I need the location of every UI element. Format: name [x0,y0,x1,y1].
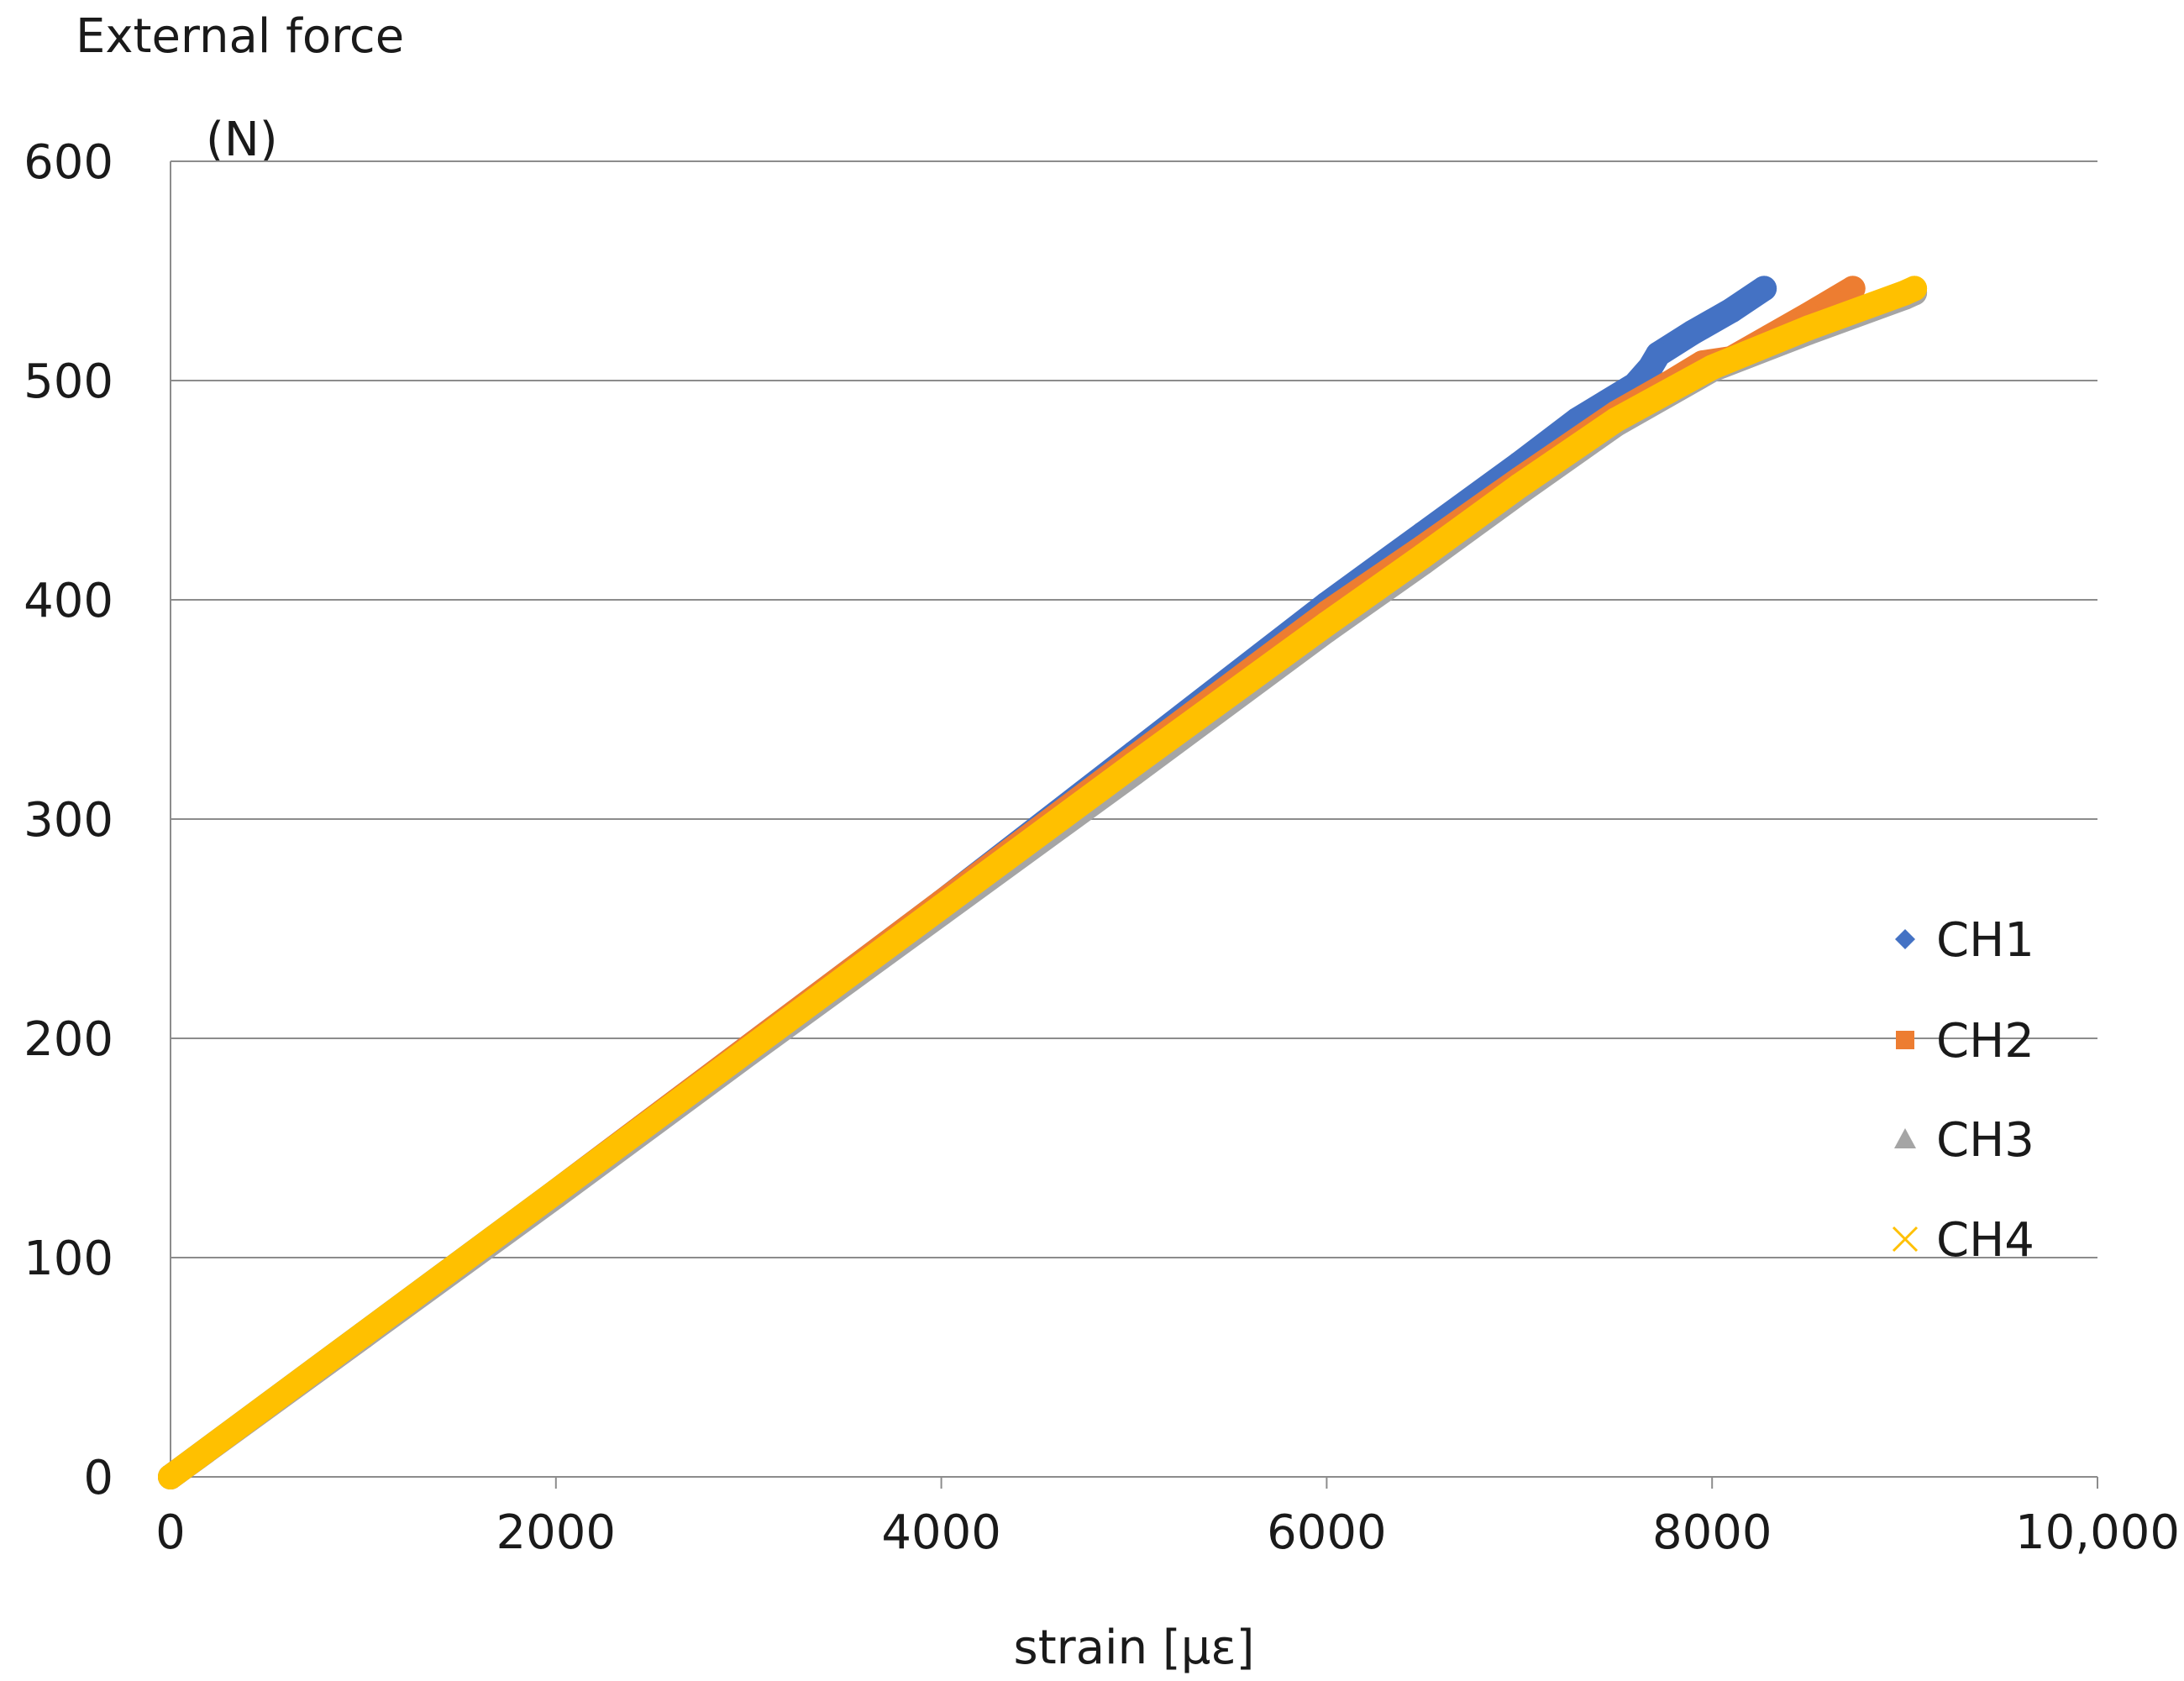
series-line-ch4 [158,276,1928,1489]
x-axis-title: strain [με] [1014,1621,1255,1675]
legend-label: CH4 [1936,1213,2034,1268]
data-point [1751,276,1777,302]
axes [170,161,2098,1489]
y-tick-label: 500 [24,355,113,409]
data-point [1506,473,1532,499]
legend-item-ch2: CH2 [1896,1014,2034,1069]
legend-item-ch4: CH4 [1892,1213,2034,1268]
x-axis-tick-labels: 0 2000 4000 6000 8000 10,000 [155,1505,2180,1560]
data-point [1719,297,1745,323]
y-tick-label: 300 [24,793,113,848]
data-point [1410,543,1436,569]
x-tick-label: 0 [155,1505,186,1560]
x-tick-label: 4000 [881,1505,1001,1560]
legend-marker-triangle [1894,1128,1916,1148]
data-point [1121,751,1147,777]
plot-area [158,276,1928,1489]
data-point [1314,611,1340,637]
data-point [928,894,954,920]
legend: CH1 CH2 CH3 CH4 [1892,913,2034,1268]
series-ch4 [158,276,1928,1489]
data-point [1902,276,1928,302]
data-point [736,1037,762,1063]
legend-label: CH2 [1936,1014,2034,1069]
x-tick-label: 10,000 [2015,1505,2180,1560]
y-tick-label: 600 [24,135,113,190]
y-tick-label: 400 [24,574,113,628]
y-axis-title: External force [76,9,404,64]
y-axis-unit: (N) [206,113,278,167]
y-axis-tick-labels: 0 100 200 300 400 500 600 [24,135,113,1505]
legend-marker-diamond [1895,929,1915,949]
x-tick-label: 6000 [1267,1505,1387,1560]
data-point [1603,407,1629,433]
y-tick-label: 200 [24,1012,113,1067]
data-point [543,1179,569,1205]
legend-marker-x [1892,1226,1919,1253]
data-point [158,1464,183,1489]
data-point [350,1321,376,1347]
x-tick-label: 2000 [496,1505,617,1560]
legend-label: CH3 [1936,1113,2034,1168]
gridlines [171,160,2097,1258]
legend-item-ch1: CH1 [1895,913,2034,968]
series-line-ch3 [158,280,1928,1489]
y-tick-label: 0 [83,1451,113,1505]
legend-label: CH1 [1936,913,2034,968]
data-point [1840,276,1866,302]
legend-marker-square [1896,1031,1914,1049]
series-ch3 [158,280,1928,1489]
legend-item-ch3: CH3 [1894,1113,2034,1168]
x-tick-label: 8000 [1652,1505,1772,1560]
data-point [1680,319,1706,345]
data-point [1699,355,1725,381]
y-tick-label: 100 [24,1232,113,1286]
data-point [1645,341,1671,367]
data-point [1795,315,1821,341]
